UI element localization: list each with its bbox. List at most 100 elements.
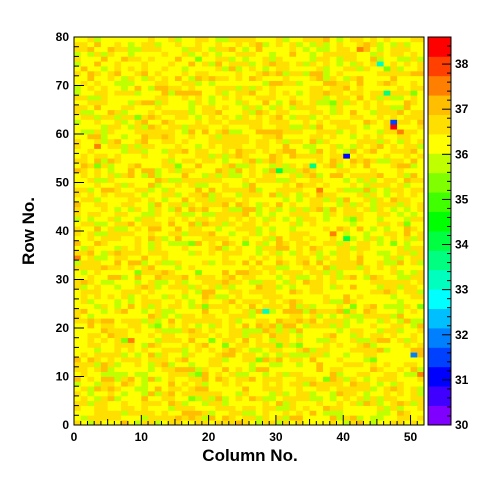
heatmap-cell <box>363 361 371 368</box>
heatmap-cell <box>121 46 129 52</box>
heatmap-cell <box>417 109 425 115</box>
heatmap-cell <box>329 129 337 135</box>
heatmap-cell <box>181 70 189 77</box>
heatmap-cell <box>329 187 337 193</box>
heatmap-cell <box>201 56 209 62</box>
heatmap-cell <box>228 328 236 334</box>
heatmap-cell <box>74 187 82 193</box>
heatmap-cell <box>275 386 283 392</box>
heatmap-cell <box>410 206 418 212</box>
heatmap-cell <box>323 381 331 387</box>
heatmap-cell <box>114 104 122 111</box>
heatmap-cell <box>74 386 82 392</box>
palette-band <box>428 366 451 387</box>
heatmap-cell <box>275 226 283 232</box>
heatmap-cell <box>242 264 250 271</box>
heatmap-cell <box>403 119 411 125</box>
heatmap-cell <box>249 386 257 392</box>
heatmap-cell <box>174 366 183 372</box>
heatmap-cell <box>316 134 324 140</box>
heatmap-cell <box>235 138 243 145</box>
heatmap-cell <box>174 235 183 242</box>
heatmap-cell <box>410 95 418 101</box>
heatmap-cell <box>363 216 371 222</box>
heatmap-cell <box>141 371 149 377</box>
heatmap-cell <box>195 167 203 174</box>
heatmap-cell <box>410 323 418 329</box>
heatmap-cell <box>390 391 398 397</box>
heatmap-cell <box>154 197 162 203</box>
heatmap-cell <box>215 61 223 67</box>
heatmap-cell <box>242 337 250 343</box>
heatmap-cell <box>255 352 263 358</box>
heatmap-cell <box>208 85 216 91</box>
heatmap-cell <box>208 148 216 154</box>
heatmap-cell <box>323 167 331 174</box>
heatmap-cell <box>316 109 324 115</box>
heatmap-cell <box>121 192 129 198</box>
heatmap-cell <box>255 405 263 411</box>
heatmap-cell <box>410 303 418 309</box>
heatmap-cell <box>363 313 371 319</box>
heatmap-cell <box>87 284 95 290</box>
heatmap-cell <box>228 192 236 198</box>
heatmap-cell <box>403 357 411 363</box>
heatmap-cell <box>349 124 358 130</box>
heatmap-cell <box>161 114 169 120</box>
heatmap-cell <box>208 226 216 232</box>
heatmap-cell <box>235 226 243 232</box>
heatmap-cell <box>323 192 331 198</box>
heatmap-cell <box>316 114 324 120</box>
heatmap-cell <box>107 163 115 169</box>
heatmap-cell <box>154 376 162 382</box>
heatmap-cell <box>87 269 95 275</box>
heatmap-cell <box>336 274 344 280</box>
heatmap-cell <box>80 347 88 353</box>
heatmap-cell <box>255 395 263 402</box>
heatmap-cell <box>296 134 304 140</box>
heatmap-cell <box>181 279 189 285</box>
heatmap-cell <box>249 56 257 62</box>
heatmap-cell <box>181 308 189 314</box>
heatmap-cell <box>397 148 405 154</box>
heatmap-cell <box>336 201 344 208</box>
heatmap-cell <box>249 95 257 101</box>
heatmap-cell <box>174 100 183 106</box>
heatmap-cell <box>269 201 277 208</box>
heatmap-cell <box>188 46 196 52</box>
heatmap-cell <box>161 323 169 329</box>
heatmap-cell <box>94 124 102 130</box>
heatmap-cell <box>107 182 115 188</box>
heatmap-cell <box>100 153 108 159</box>
heatmap-cell <box>275 167 283 174</box>
heatmap-cell <box>107 85 115 91</box>
heatmap-cell <box>370 415 378 421</box>
heatmap-cell <box>370 420 378 426</box>
heatmap-cell <box>316 51 324 57</box>
heatmap-cell <box>87 56 95 62</box>
heatmap-cell <box>370 95 378 101</box>
heatmap-cell <box>282 289 290 295</box>
heatmap-cell <box>215 66 223 72</box>
heatmap-cell <box>161 415 169 421</box>
heatmap-cell <box>376 342 384 348</box>
heatmap-cell <box>181 124 189 130</box>
heatmap-cell <box>390 352 398 358</box>
heatmap-cell <box>107 376 115 382</box>
heatmap-cell <box>269 100 277 106</box>
heatmap-cell <box>94 85 102 91</box>
heatmap-cell <box>356 420 364 426</box>
heatmap-cell <box>363 264 371 271</box>
heatmap-cell <box>195 61 203 67</box>
heatmap-cell <box>168 284 176 290</box>
heatmap-cell <box>403 114 411 120</box>
heatmap-cell <box>134 167 142 174</box>
heatmap-cell <box>242 114 250 120</box>
heatmap-cell <box>154 172 162 178</box>
palette-band <box>428 308 451 329</box>
heatmap-cell <box>100 46 108 52</box>
heatmap-cell <box>222 163 230 169</box>
heatmap-cell <box>235 269 243 275</box>
heatmap-cell <box>403 206 411 212</box>
heatmap-cell <box>383 104 391 111</box>
